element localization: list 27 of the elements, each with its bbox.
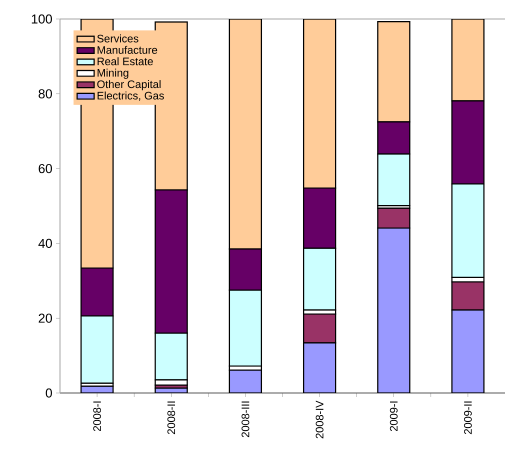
legend-label: Real Estate — [98, 57, 153, 66]
bar — [451, 18, 485, 102]
y-tick-label: 60 — [38, 164, 52, 174]
legend-label: Electrics, Gas — [98, 91, 164, 101]
bar — [302, 342, 336, 393]
y-tick-label: 80 — [38, 89, 52, 98]
legend-label: Manufacture — [98, 46, 158, 54]
y-tick-label: 40 — [38, 238, 52, 248]
bar — [228, 18, 262, 250]
y-tick-label: 20 — [38, 314, 52, 323]
x-tick-label: 2008-IV — [316, 400, 324, 438]
legend-label: Mining — [98, 68, 128, 79]
bar — [451, 309, 485, 393]
y-tick-label: 0 — [46, 388, 52, 398]
legend-label: Services — [97, 34, 138, 42]
y-tick-label: 100 — [32, 14, 52, 24]
bar — [302, 18, 336, 189]
x-tick-label: 2009-II — [464, 402, 472, 434]
legend-label: Other Capital — [97, 80, 161, 90]
x-tick-label: 2008-I — [93, 402, 101, 432]
bar — [302, 313, 336, 344]
bar — [228, 370, 262, 393]
bar — [377, 21, 410, 122]
x-tick-label: 2009-I — [390, 402, 398, 432]
bar — [377, 227, 410, 393]
x-tick-label: 2008-II — [167, 402, 176, 434]
x-tick-label: 2008-III — [242, 402, 250, 438]
